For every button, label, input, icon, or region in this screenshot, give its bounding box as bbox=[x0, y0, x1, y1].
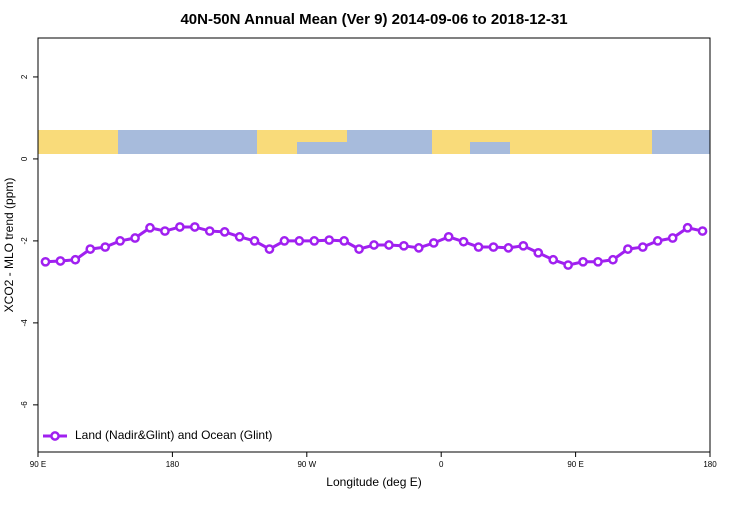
data-point bbox=[682, 222, 693, 233]
data-point bbox=[637, 242, 648, 252]
data-point bbox=[70, 254, 81, 265]
data-point bbox=[384, 240, 394, 250]
chart-title: 40N-50N Annual Mean (Ver 9) 2014-09-06 t… bbox=[180, 11, 567, 28]
data-point bbox=[652, 236, 663, 246]
data-point bbox=[593, 256, 603, 267]
data-point bbox=[413, 243, 424, 253]
data-point bbox=[324, 235, 335, 245]
data-point bbox=[279, 236, 290, 246]
data-point bbox=[399, 240, 409, 251]
x-tick-label: 90 E bbox=[30, 460, 46, 469]
plot-frame bbox=[37, 37, 711, 453]
y-tick-label: 0 bbox=[20, 156, 29, 161]
data-point bbox=[85, 244, 96, 254]
x-tick-label: 90 E bbox=[567, 460, 583, 469]
x-tick-label: 90 W bbox=[297, 460, 316, 469]
data-point bbox=[264, 244, 275, 254]
y-tick-label: -6 bbox=[20, 401, 29, 409]
data-point bbox=[548, 254, 559, 265]
x-axis-label: Longitude (deg E) bbox=[326, 475, 421, 489]
data-point bbox=[354, 244, 364, 254]
data-point bbox=[130, 233, 140, 243]
data-point bbox=[249, 236, 260, 246]
data-point bbox=[189, 222, 200, 232]
data-point bbox=[369, 240, 379, 250]
data-point bbox=[518, 240, 529, 251]
data-point bbox=[294, 236, 305, 246]
data-point bbox=[219, 227, 230, 237]
x-tick-label: 180 bbox=[703, 460, 717, 469]
data-point bbox=[578, 256, 588, 267]
data-point bbox=[160, 226, 170, 236]
x-tick-label: 0 bbox=[439, 460, 444, 469]
data-point bbox=[443, 231, 454, 242]
data-point bbox=[667, 233, 678, 243]
data-point bbox=[204, 226, 215, 236]
legend-label: Land (Nadir&Glint) and Ocean (Glint) bbox=[75, 428, 272, 442]
data-point bbox=[339, 236, 349, 246]
data-point bbox=[234, 231, 245, 242]
data-point bbox=[503, 243, 514, 253]
data-point bbox=[608, 254, 618, 265]
y-tick-label: 2 bbox=[20, 74, 29, 79]
data-point bbox=[488, 242, 499, 252]
data-point bbox=[55, 256, 66, 266]
data-point bbox=[100, 242, 111, 252]
data-point bbox=[175, 222, 185, 232]
y-axis-label: XCO2 - MLO trend (ppm) bbox=[2, 178, 16, 313]
y-tick-label: -2 bbox=[20, 237, 29, 245]
legend-marker bbox=[50, 431, 60, 441]
data-point bbox=[623, 244, 633, 254]
data-point bbox=[473, 242, 484, 252]
map-strip bbox=[38, 130, 710, 154]
data-point bbox=[428, 238, 439, 248]
data-point bbox=[458, 236, 469, 247]
x-tick-label: 180 bbox=[166, 460, 180, 469]
y-tick-label: -4 bbox=[20, 319, 29, 327]
data-point bbox=[309, 236, 320, 246]
data-point bbox=[40, 256, 51, 267]
data-point bbox=[697, 226, 708, 236]
data-point bbox=[145, 222, 155, 233]
data-point bbox=[563, 260, 573, 270]
data-point bbox=[115, 236, 125, 246]
data-point bbox=[533, 247, 544, 258]
